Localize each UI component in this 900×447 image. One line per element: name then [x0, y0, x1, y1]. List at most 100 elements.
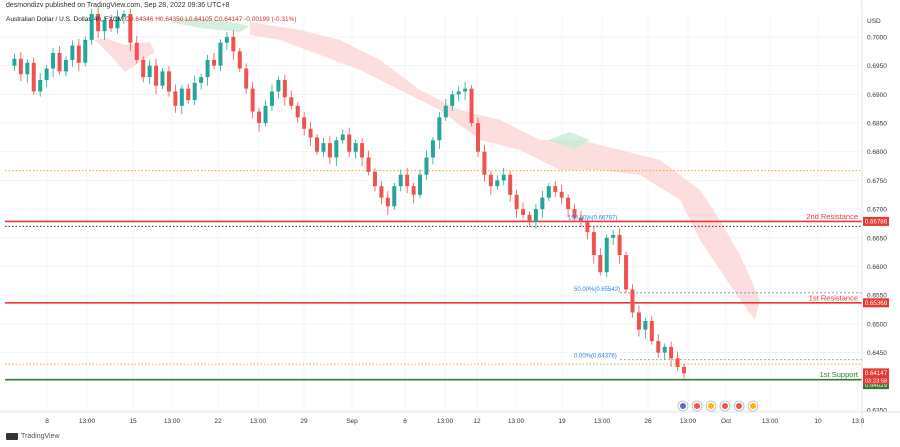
last-price-badge: [863, 368, 889, 385]
candle-body: [44, 68, 49, 80]
y-tick-label: 0.6550: [867, 293, 887, 300]
candle-body: [83, 39, 88, 63]
candle-body: [57, 53, 62, 72]
candle-body: [649, 321, 654, 342]
candle-body: [488, 174, 493, 187]
level-price-label: 0.66786: [865, 219, 888, 226]
fib-label: 0.00%(0.64376): [574, 354, 617, 360]
level-price-label: 0.64029: [865, 382, 888, 389]
symbol-legend: Australian Dollar / U.S. Dollar, 4h, FXC…: [6, 16, 297, 23]
candle-body: [630, 289, 635, 313]
candle-body: [411, 186, 416, 195]
candle-body: [347, 134, 352, 152]
x-tick-label: 13:00: [437, 418, 454, 425]
y-tick-label: 0.6650: [867, 235, 887, 242]
event-flag-icon: [680, 403, 686, 409]
publish-header: desmondizv published on TradingView.com,…: [6, 2, 230, 9]
candle-body: [636, 312, 641, 330]
candle-body: [199, 77, 204, 83]
x-tick-label: Sep: [346, 418, 358, 425]
candle-body: [63, 59, 68, 72]
candle-body: [443, 105, 448, 118]
y-tick-label: 0.6800: [867, 149, 887, 156]
y-tick-label: 0.6350: [867, 408, 887, 415]
x-tick-label: 22: [214, 418, 222, 425]
candle-body: [257, 111, 262, 124]
level-labels: 100.00%(0.66787) 50.00%(0.65542) 0.00%(0.6…: [568, 212, 889, 390]
level-name: 1st Resistance: [809, 293, 858, 302]
fib-label: 50.00%(0.65542): [574, 287, 620, 293]
candle-body: [160, 71, 165, 86]
candle-body: [430, 140, 435, 158]
y-tick-label: 0.6500: [867, 321, 887, 328]
candle-body: [475, 123, 480, 152]
candle-body: [424, 157, 429, 175]
x-tick-label: 13:00: [762, 418, 779, 425]
candle-body: [598, 255, 603, 273]
level-price-badge: [863, 380, 889, 390]
candle-body: [495, 180, 500, 187]
candle-body: [31, 62, 36, 92]
x-tick-label: 19: [558, 418, 566, 425]
candle-body: [379, 186, 384, 198]
candle-body: [166, 71, 171, 92]
candle-body: [463, 88, 468, 92]
candle-body: [508, 174, 513, 195]
x-tick-label: 8: [45, 418, 49, 425]
candle-body: [533, 209, 538, 222]
candle-body: [656, 341, 661, 353]
candle-body: [76, 45, 81, 63]
candle-body: [624, 255, 629, 290]
bullish-cloud: [170, 18, 250, 32]
candle-body: [134, 42, 139, 60]
last-price-label: 0.64147: [865, 370, 888, 377]
x-tick-label: 29: [300, 418, 308, 425]
candle-body: [38, 80, 43, 92]
y-tick-label: 0.7000: [867, 34, 887, 41]
candle-body: [289, 97, 294, 106]
level-price-badge: [863, 298, 889, 308]
candle-body: [186, 88, 191, 101]
x-tick-label: 13:0: [852, 418, 865, 425]
candle-body: [327, 143, 332, 158]
candle-body: [315, 137, 320, 152]
level-price-badge: [863, 216, 889, 226]
y-tick-label: 0.6700: [867, 207, 887, 214]
candle-body: [456, 91, 461, 95]
event-flag-icon: [708, 403, 714, 409]
x-tick-label: 13:00: [594, 418, 611, 425]
fib-label: 100.00%(0.66787): [568, 215, 617, 221]
level-lines: [5, 170, 862, 381]
candle-body: [405, 174, 410, 187]
bearish-cloud: [95, 38, 155, 72]
candle-body: [173, 91, 178, 106]
event-flag-icon: [722, 403, 728, 409]
candle-body: [559, 191, 564, 198]
x-tick-label: 15: [129, 418, 137, 425]
candle-body: [353, 143, 358, 152]
x-tick-label: 13:00: [164, 418, 181, 425]
level-name: 2nd Resistance: [806, 212, 858, 221]
candle-body: [540, 197, 545, 210]
candle-body: [340, 134, 345, 141]
candle-body: [334, 140, 339, 158]
event-flag-icon: [750, 403, 756, 409]
x-tick-label: 13:00: [79, 418, 96, 425]
candle-body: [212, 59, 217, 66]
candle-body: [128, 14, 133, 43]
candle-body: [115, 16, 120, 29]
candle-body: [295, 105, 300, 118]
candle-body: [154, 65, 159, 86]
candle-body: [205, 59, 210, 78]
candle-body: [482, 151, 487, 175]
tradingview-footer[interactable]: TradingView: [6, 433, 60, 440]
y-tick-label: 0.6900: [867, 92, 887, 99]
candle-body: [469, 88, 474, 124]
candle-body: [218, 42, 223, 66]
candle-body: [321, 143, 326, 152]
candle-body: [546, 186, 551, 198]
candle-body: [192, 82, 197, 101]
candle-body: [385, 197, 390, 207]
x-tick-label: 12: [473, 418, 481, 425]
candle-body: [662, 346, 667, 353]
